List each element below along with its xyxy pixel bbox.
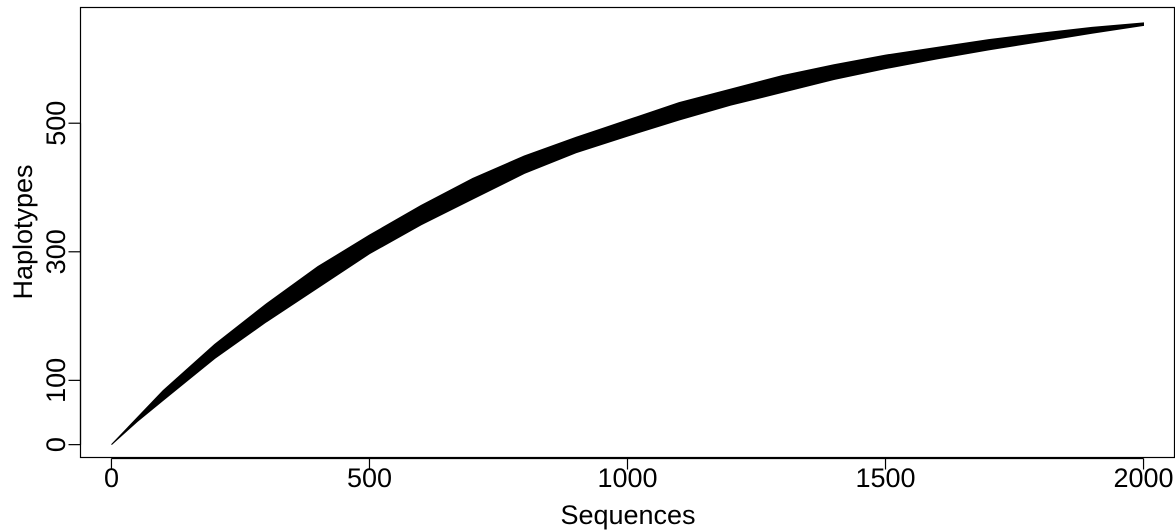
y-axis: 0 100 300 500 bbox=[41, 101, 82, 452]
x-axis-title: Sequences bbox=[560, 500, 695, 530]
y-tick-label: 300 bbox=[41, 229, 71, 274]
plot-frame bbox=[79, 6, 1175, 459]
x-axis: 0 500 1000 1500 2000 bbox=[104, 457, 1174, 493]
y-tick-label: 100 bbox=[41, 358, 71, 403]
x-tick-label: 2000 bbox=[1113, 463, 1173, 493]
x-tick-label: 1000 bbox=[597, 463, 657, 493]
y-tick-label: 0 bbox=[41, 437, 71, 452]
haplotype-band bbox=[111, 22, 1144, 445]
x-tick-label: 0 bbox=[104, 463, 119, 493]
y-axis-title: Haplotypes bbox=[8, 164, 38, 299]
x-tick-label: 1500 bbox=[855, 463, 915, 493]
x-tick-label: 500 bbox=[347, 463, 392, 493]
y-tick-label: 500 bbox=[41, 101, 71, 146]
